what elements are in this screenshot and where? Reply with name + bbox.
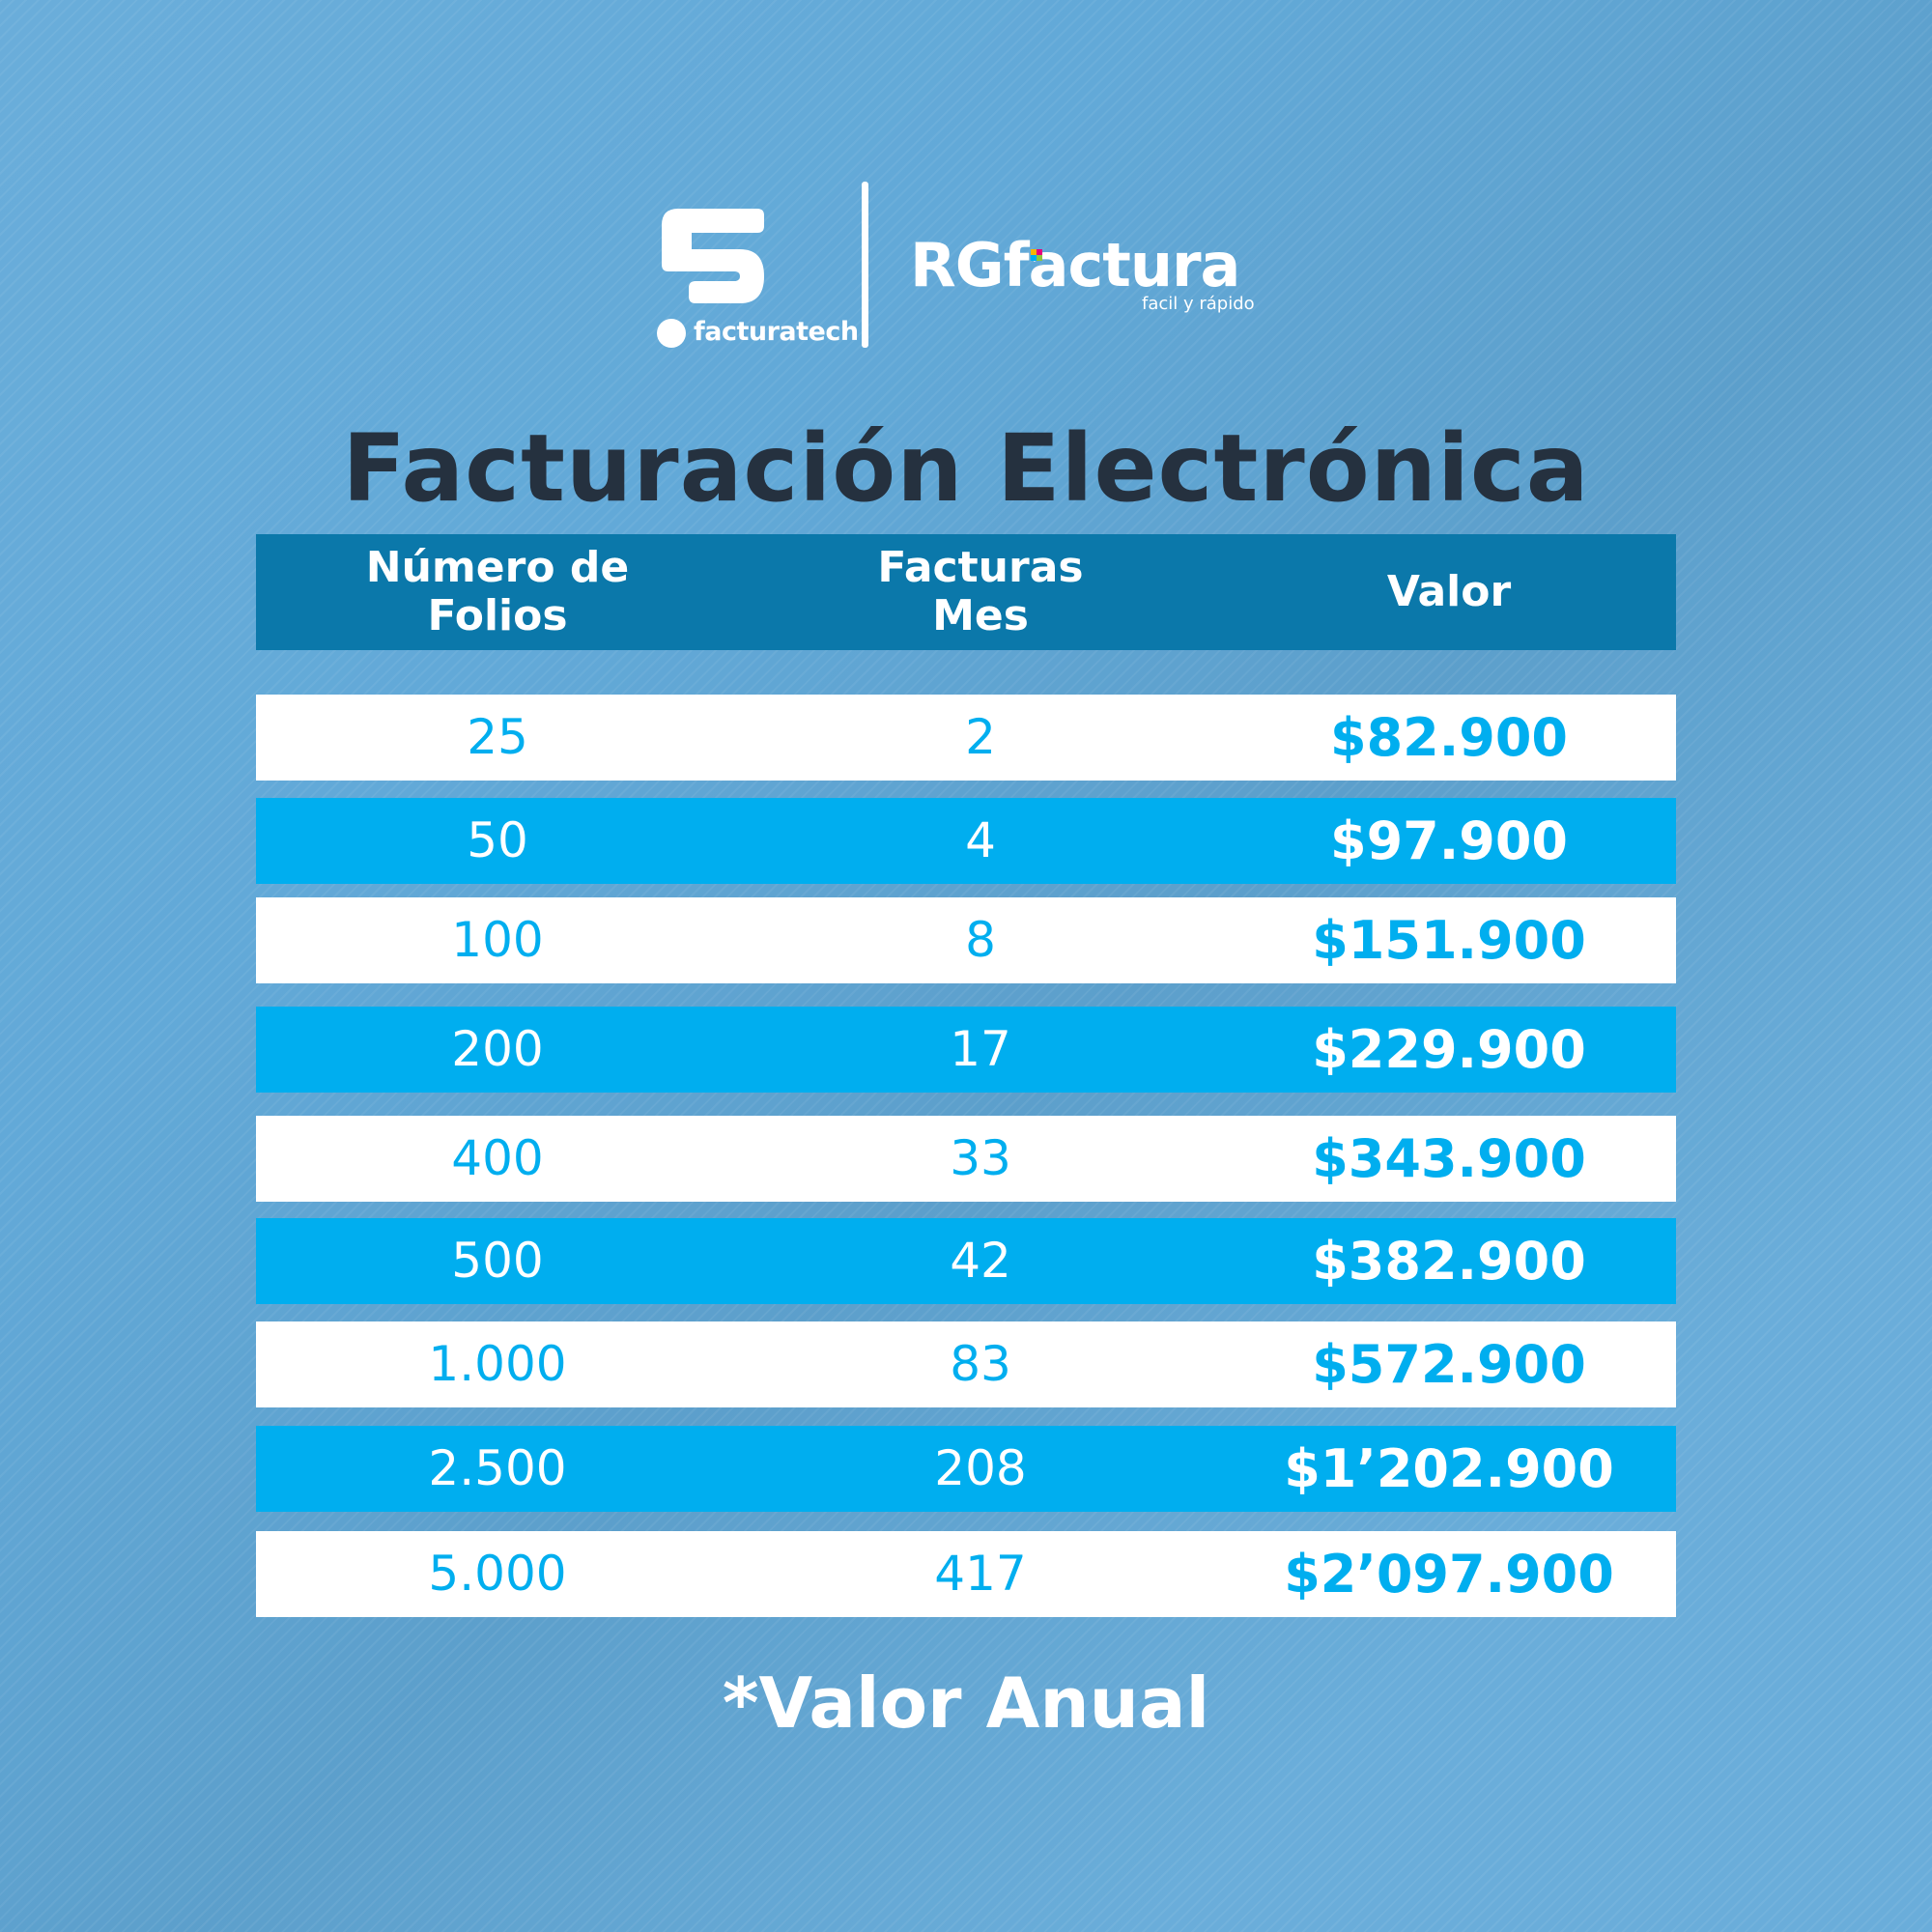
cell-facturas-mes: 83 (950, 1336, 1011, 1392)
rgfactura-tagline: facil y rápido (1142, 294, 1255, 314)
cell-valor: $97.900 (1330, 810, 1568, 871)
cell-facturas-mes: 2 (965, 709, 996, 765)
cell-facturas-mes: 8 (965, 912, 996, 968)
cell-folios: 5.000 (428, 1546, 567, 1602)
column-header-facturas-mes: Facturas Mes (877, 543, 1084, 640)
cell-folios: 50 (467, 812, 528, 868)
logo-bar: facturatech RGfactura facil y rápido (0, 174, 1932, 353)
table-header: Número de Folios Facturas Mes Valor (256, 534, 1676, 650)
table-row: 400 33 $343.900 (256, 1116, 1676, 1202)
cell-valor: $2’097.900 (1284, 1544, 1614, 1605)
facturatech-dot-icon (657, 319, 686, 348)
table-row: 50 4 $97.900 (256, 798, 1676, 884)
table-row: 2.500 208 $1’202.900 (256, 1426, 1676, 1512)
rgfactura-color-squares-icon (1031, 249, 1042, 261)
cell-facturas-mes: 33 (950, 1130, 1011, 1186)
facturatech-wordmark: facturatech (694, 317, 859, 347)
cell-folios: 1.000 (428, 1336, 567, 1392)
cell-folios: 2.500 (428, 1440, 567, 1496)
table-row: 100 8 $151.900 (256, 897, 1676, 983)
cell-facturas-mes: 4 (965, 812, 996, 868)
rgfactura-wordmark: RGfactura (910, 230, 1240, 300)
cell-valor: $82.900 (1330, 707, 1568, 768)
table-row: 1.000 83 $572.900 (256, 1321, 1676, 1407)
cell-valor: $151.900 (1312, 910, 1586, 971)
column-header-folios: Número de Folios (365, 543, 630, 640)
facturatech-logo: facturatech (657, 201, 859, 348)
cell-folios: 500 (451, 1233, 544, 1289)
facturatech-f-icon (662, 209, 764, 303)
cell-folios: 100 (451, 912, 544, 968)
table-row: 5.000 417 $2’097.900 (256, 1531, 1676, 1617)
footnote-valor-anual: *Valor Anual (722, 1662, 1210, 1744)
cell-valor: $229.900 (1312, 1019, 1586, 1080)
cell-valor: $1’202.900 (1284, 1438, 1614, 1499)
column-header-valor: Valor (1386, 567, 1512, 616)
page-title: Facturación Electrónica (342, 414, 1590, 523)
cell-valor: $382.900 (1312, 1231, 1586, 1292)
table-row: 200 17 $229.900 (256, 1007, 1676, 1093)
table-row: 25 2 $82.900 (256, 695, 1676, 781)
cell-facturas-mes: 208 (934, 1440, 1027, 1496)
cell-folios: 200 (451, 1021, 544, 1077)
cell-facturas-mes: 17 (950, 1021, 1011, 1077)
logo-divider (862, 182, 868, 348)
price-table: Número de Folios Facturas Mes Valor 25 2… (256, 534, 1676, 1617)
rgfactura-logo: RGfactura facil y rápido (910, 230, 1277, 327)
cell-valor: $343.900 (1312, 1128, 1586, 1189)
cell-valor: $572.900 (1312, 1334, 1586, 1395)
cell-facturas-mes: 42 (950, 1233, 1011, 1289)
cell-folios: 400 (451, 1130, 544, 1186)
cell-folios: 25 (467, 709, 528, 765)
table-row: 500 42 $382.900 (256, 1218, 1676, 1304)
cell-facturas-mes: 417 (934, 1546, 1027, 1602)
